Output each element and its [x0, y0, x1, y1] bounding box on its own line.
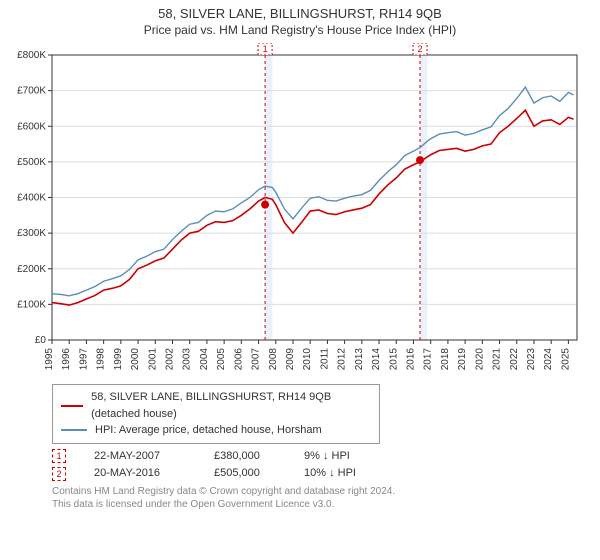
svg-text:£600K: £600K [17, 121, 46, 132]
mark-delta-1: 9% ↓ HPI [304, 448, 350, 466]
svg-text:1999: 1999 [113, 348, 124, 371]
legend-label-2: HPI: Average price, detached house, Hors… [95, 422, 322, 439]
svg-text:1: 1 [263, 44, 268, 54]
footer: Contains HM Land Registry data © Crown c… [52, 485, 590, 511]
chart-svg: £0 £100K £200K £300K £400K £500K £600K £700K £80… [10, 43, 590, 378]
mark-delta-2: 10% ↓ HPI [304, 465, 356, 483]
footer-line-2: This data is licensed under the Open Gov… [52, 498, 590, 511]
svg-text:£400K: £400K [17, 193, 46, 204]
svg-text:£0: £0 [35, 335, 47, 346]
svg-text:£500K: £500K [17, 157, 46, 168]
svg-text:2024: 2024 [543, 348, 554, 371]
svg-text:2010: 2010 [302, 348, 313, 371]
svg-text:£300K: £300K [17, 228, 46, 239]
svg-text:£700K: £700K [17, 86, 46, 97]
svg-text:1997: 1997 [78, 348, 89, 371]
svg-text:2020: 2020 [474, 348, 485, 371]
legend-row-1: 58, SILVER LANE, BILLINGSHURST, RH14 9QB… [61, 389, 371, 422]
mark-date-1: 22-MAY-2007 [94, 448, 194, 466]
mark-row-1: 1 22-MAY-2007 £380,000 9% ↓ HPI [52, 448, 590, 466]
svg-text:2013: 2013 [354, 348, 365, 371]
svg-text:2012: 2012 [337, 348, 348, 371]
svg-text:2015: 2015 [388, 348, 399, 371]
svg-text:£200K: £200K [17, 264, 46, 275]
svg-text:2008: 2008 [268, 348, 279, 371]
mark-row-2: 2 20-MAY-2016 £505,000 10% ↓ HPI [52, 465, 590, 483]
legend-swatch-1 [61, 405, 83, 407]
svg-text:2006: 2006 [233, 348, 244, 371]
legend: 58, SILVER LANE, BILLINGSHURST, RH14 9QB… [52, 384, 380, 444]
sale-marks: 1 22-MAY-2007 £380,000 9% ↓ HPI 2 20-MAY… [52, 448, 590, 483]
mark-num-1: 1 [52, 449, 66, 463]
svg-text:2009: 2009 [285, 348, 296, 371]
page-subtitle: Price paid vs. HM Land Registry's House … [10, 23, 590, 37]
svg-text:2: 2 [418, 44, 423, 54]
titles: 58, SILVER LANE, BILLINGSHURST, RH14 9QB… [10, 6, 590, 37]
page-title: 58, SILVER LANE, BILLINGSHURST, RH14 9QB [10, 6, 590, 21]
legend-swatch-2 [61, 429, 87, 431]
svg-text:2022: 2022 [509, 348, 520, 371]
svg-text:2014: 2014 [371, 348, 382, 371]
svg-text:£100K: £100K [17, 299, 46, 310]
mark-price-2: £505,000 [214, 465, 284, 483]
svg-text:2011: 2011 [319, 348, 330, 370]
svg-text:1998: 1998 [96, 348, 107, 371]
svg-text:2017: 2017 [423, 348, 434, 371]
svg-text:2007: 2007 [251, 348, 262, 371]
container: 58, SILVER LANE, BILLINGSHURST, RH14 9QB… [0, 0, 600, 560]
svg-text:1996: 1996 [61, 348, 72, 371]
svg-text:2004: 2004 [199, 348, 210, 371]
svg-text:2002: 2002 [164, 348, 175, 371]
svg-text:2016: 2016 [405, 348, 416, 371]
svg-text:2001: 2001 [147, 348, 158, 371]
chart: £0 £100K £200K £300K £400K £500K £600K £700K £80… [10, 43, 590, 378]
svg-text:2005: 2005 [216, 348, 227, 371]
svg-text:1995: 1995 [44, 348, 55, 371]
svg-text:2018: 2018 [440, 348, 451, 371]
svg-text:2000: 2000 [130, 348, 141, 371]
mark-date-2: 20-MAY-2016 [94, 465, 194, 483]
svg-text:2025: 2025 [560, 348, 571, 371]
legend-row-2: HPI: Average price, detached house, Hors… [61, 422, 371, 439]
svg-text:2021: 2021 [492, 348, 503, 371]
svg-text:2023: 2023 [526, 348, 537, 371]
footer-line-1: Contains HM Land Registry data © Crown c… [52, 485, 590, 498]
svg-text:2003: 2003 [182, 348, 193, 371]
legend-label-1: 58, SILVER LANE, BILLINGSHURST, RH14 9QB… [91, 389, 371, 422]
mark-num-2: 2 [52, 467, 66, 481]
svg-text:£800K: £800K [17, 50, 46, 61]
svg-text:2019: 2019 [457, 348, 468, 371]
mark-price-1: £380,000 [214, 448, 284, 466]
